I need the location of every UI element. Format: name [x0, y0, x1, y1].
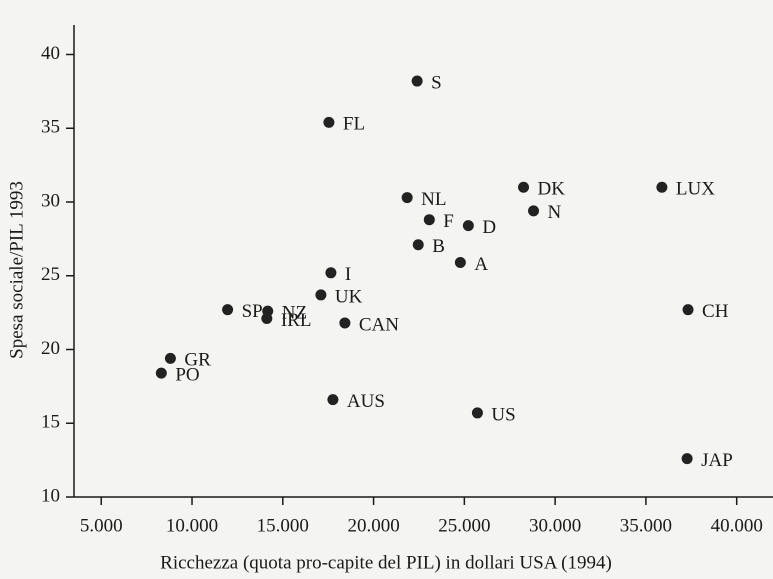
point: [518, 181, 530, 193]
x-tick-label: 10.000: [166, 515, 218, 536]
point: [682, 304, 694, 316]
point-label: NL: [421, 189, 446, 210]
y-tick-label: 10: [41, 485, 60, 506]
x-tick-label: 5.000: [80, 515, 123, 536]
point-label: PO: [175, 364, 199, 385]
point: [222, 304, 234, 316]
x-tick-label: 30.000: [529, 515, 581, 536]
point-label: LUX: [676, 179, 715, 200]
point-label: FL: [343, 114, 365, 135]
x-tick-label: 15.000: [257, 515, 309, 536]
point-label: D: [482, 217, 496, 238]
point: [423, 214, 435, 226]
point-label: CH: [702, 301, 729, 322]
point-label: NZ: [282, 303, 307, 324]
point: [681, 453, 693, 465]
point: [155, 367, 167, 379]
point-label: SP: [242, 301, 263, 322]
y-tick-label: 15: [41, 412, 60, 433]
point: [412, 239, 424, 251]
point: [401, 192, 413, 204]
x-tick-label: 40.000: [711, 515, 763, 536]
point-label: UK: [335, 286, 363, 307]
point: [164, 352, 176, 364]
point: [656, 181, 668, 193]
x-tick-label: 25.000: [438, 515, 490, 536]
point-label: AUS: [347, 391, 385, 412]
y-tick-label: 20: [41, 338, 60, 359]
point: [325, 267, 337, 279]
point: [339, 317, 351, 329]
x-tick-label: 20.000: [347, 515, 399, 536]
point-label: IRL: [281, 310, 312, 331]
point: [315, 289, 327, 301]
point: [261, 313, 273, 325]
point-label: I: [345, 264, 351, 285]
point-label: GR: [184, 350, 211, 371]
x-axis-label: Ricchezza (quota pro-capite del PIL) in …: [160, 552, 612, 573]
y-tick-label: 35: [41, 117, 60, 138]
point-label: N: [548, 202, 562, 223]
point: [323, 116, 335, 128]
point-label: F: [443, 211, 454, 232]
point: [528, 205, 540, 217]
point: [462, 220, 474, 232]
point-label: DK: [538, 179, 566, 200]
point: [471, 407, 483, 419]
point: [327, 394, 339, 406]
y-tick-label: 40: [41, 43, 60, 64]
point-label: US: [491, 404, 515, 425]
point: [454, 256, 466, 268]
x-tick-label: 35.000: [620, 515, 672, 536]
point-label: B: [432, 236, 445, 257]
y-tick-label: 25: [41, 264, 60, 285]
point-label: S: [431, 72, 442, 93]
point-label: A: [474, 254, 488, 275]
y-axis-label: Spesa sociale/PIL 1993: [6, 181, 27, 359]
point-label: JAP: [701, 450, 733, 471]
point-label: CAN: [359, 314, 399, 335]
y-tick-label: 30: [41, 190, 60, 211]
point: [411, 75, 423, 87]
